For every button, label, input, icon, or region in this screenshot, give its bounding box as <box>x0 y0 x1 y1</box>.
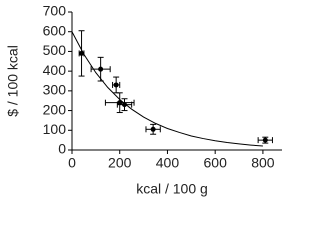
point <box>122 102 127 108</box>
point <box>117 100 123 106</box>
y-tick-label: 200 <box>43 101 67 117</box>
x-axis-label: kcal / 100 g <box>136 181 208 197</box>
point <box>113 82 119 88</box>
x-tick-label: 0 <box>68 155 76 171</box>
y-tick-label: 700 <box>43 3 67 19</box>
point <box>98 66 104 72</box>
x-tick-label: 200 <box>108 155 132 171</box>
y-tick-label: 0 <box>58 141 66 157</box>
x-tick-label: 600 <box>204 155 228 171</box>
y-tick-label: 400 <box>43 62 67 78</box>
point <box>262 137 268 143</box>
y-tick-label: 100 <box>43 121 67 137</box>
y-axis-label: $ / 100 kcal <box>5 45 21 117</box>
x-tick-label: 800 <box>251 155 275 171</box>
y-tick-label: 500 <box>43 42 67 58</box>
point <box>79 50 85 56</box>
point <box>150 126 156 132</box>
fit-curve <box>71 31 263 147</box>
y-tick-label: 300 <box>43 82 67 98</box>
x-tick-label: 400 <box>156 155 180 171</box>
y-tick-label: 600 <box>43 22 67 38</box>
chart: $ / 100 kcal kcal / 100 g 0 100 200 300 400 5… <box>5 3 282 197</box>
